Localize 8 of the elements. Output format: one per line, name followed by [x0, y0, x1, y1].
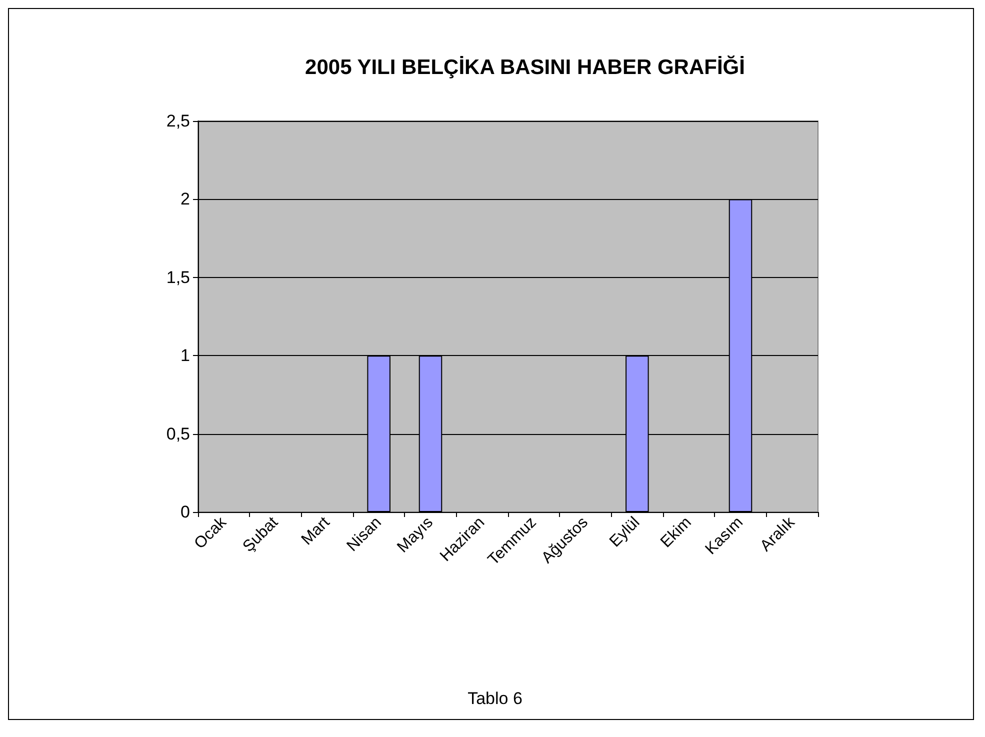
y-tick-label: 1 — [180, 346, 190, 366]
chart-title: 2005 YILI BELÇİKA BASINI HABER GRAFİĞİ — [305, 55, 745, 79]
y-tick-label: 2,5 — [166, 112, 190, 130]
y-tick-label: 2 — [180, 190, 190, 209]
text: Tablo 6 — [468, 689, 522, 708]
y-tick-label: 0 — [180, 502, 190, 522]
y-tick-label: 1,5 — [166, 268, 190, 287]
y-tick-label: 0,5 — [166, 424, 190, 444]
